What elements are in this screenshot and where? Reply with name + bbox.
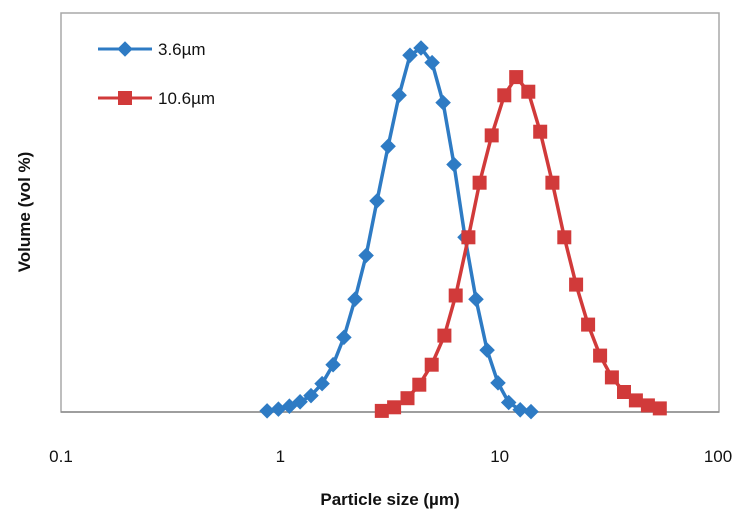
data-point [545, 175, 560, 190]
data-point [412, 377, 427, 392]
data-point [557, 230, 572, 245]
data-point [593, 348, 608, 363]
data-point [497, 88, 512, 103]
data-point [533, 124, 548, 139]
legend-marker-diamond [117, 41, 133, 57]
legend-label-10-6um: 10.6µm [158, 89, 215, 108]
data-point [448, 288, 463, 303]
data-point [604, 370, 619, 385]
data-point [424, 357, 439, 372]
data-point [437, 328, 452, 343]
plot-area [60, 12, 720, 413]
x-tick-label: 10 [490, 447, 509, 466]
data-point [387, 400, 402, 415]
x-tick-label: 0.1 [49, 447, 73, 466]
data-point [617, 385, 631, 399]
x-tick-label: 100 [704, 447, 732, 466]
data-point [400, 391, 415, 406]
data-point [628, 393, 643, 408]
data-point [472, 175, 487, 190]
data-point [509, 70, 524, 85]
x-axis-title: Particle size (µm) [320, 490, 459, 509]
legend: 3.6µm 10.6µm [98, 40, 215, 108]
data-point [369, 193, 385, 209]
data-point [581, 317, 596, 332]
series-10-6um [374, 70, 667, 418]
legend-item-10-6um: 10.6µm [98, 89, 215, 108]
legend-marker-square [118, 91, 132, 105]
data-point [446, 156, 462, 173]
data-point [461, 230, 476, 245]
data-point [521, 84, 536, 99]
legend-label-3-6um: 3.6µm [158, 40, 206, 59]
x-tick-labels: 0.1 1 10 100 [49, 447, 732, 466]
x-tick-label: 1 [276, 447, 285, 466]
data-point [652, 401, 667, 416]
data-point [640, 398, 655, 413]
data-point [380, 138, 396, 155]
data-point [374, 403, 389, 418]
data-point [569, 277, 584, 292]
data-point [484, 128, 499, 143]
y-axis-title: Volume (vol %) [15, 152, 34, 273]
legend-item-3-6um: 3.6µm [98, 40, 206, 59]
